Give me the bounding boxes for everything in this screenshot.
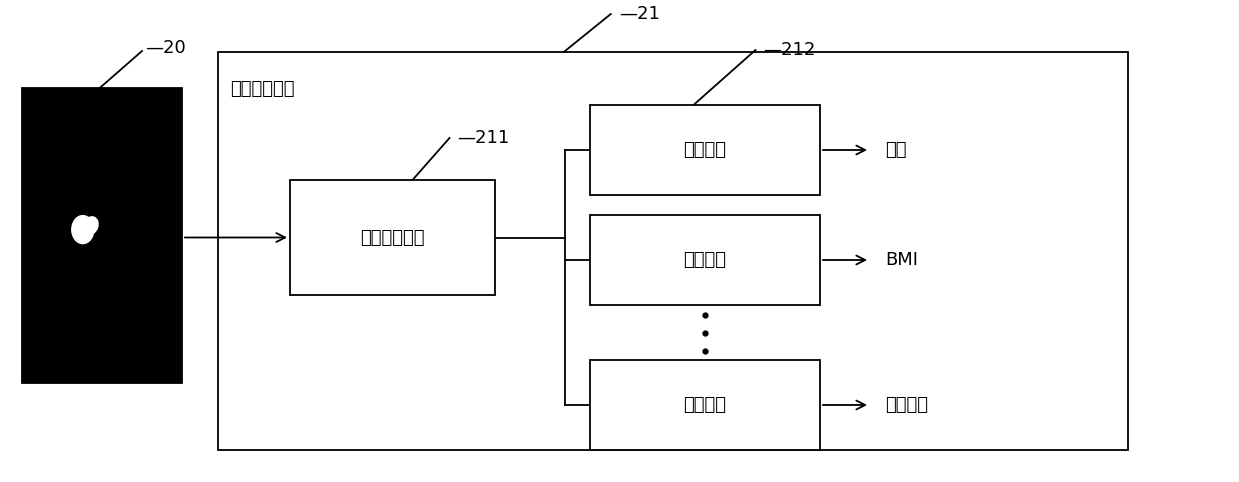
Text: BMI: BMI xyxy=(885,251,918,269)
Bar xyxy=(590,105,820,195)
Text: 分类结果: 分类结果 xyxy=(885,396,928,414)
Bar xyxy=(590,360,820,450)
Text: —21: —21 xyxy=(618,5,659,23)
Ellipse shape xyxy=(72,215,94,243)
Text: —211: —211 xyxy=(457,129,509,147)
Bar xyxy=(290,180,496,295)
Text: 输出网络: 输出网络 xyxy=(684,141,726,159)
Text: 年龄: 年龄 xyxy=(885,141,907,159)
Text: 机器学习模型: 机器学习模型 xyxy=(230,80,295,98)
Text: 特征提取网络: 特征提取网络 xyxy=(361,228,425,246)
Text: —212: —212 xyxy=(763,41,815,59)
Text: —20: —20 xyxy=(145,39,186,57)
Bar xyxy=(22,88,182,383)
Bar xyxy=(218,52,1127,450)
Text: 输出网络: 输出网络 xyxy=(684,251,726,269)
Bar xyxy=(590,215,820,305)
Ellipse shape xyxy=(83,217,98,234)
Text: 输出网络: 输出网络 xyxy=(684,396,726,414)
